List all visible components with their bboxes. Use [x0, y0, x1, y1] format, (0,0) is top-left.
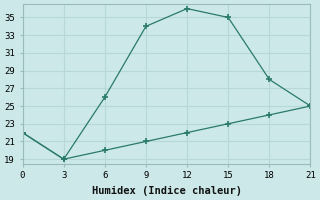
X-axis label: Humidex (Indice chaleur): Humidex (Indice chaleur) [92, 186, 242, 196]
